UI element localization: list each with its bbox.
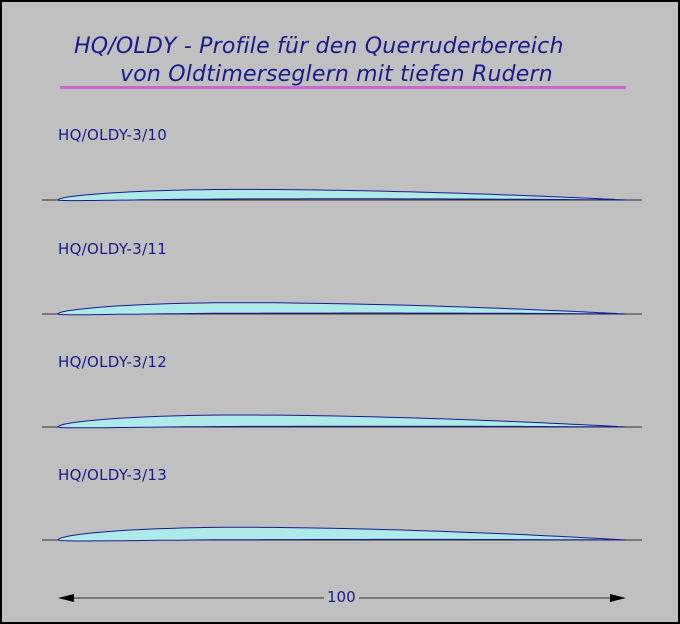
airfoil-shape-3-10 (57, 188, 626, 202)
title-line-1: HQ/OLDY - Profile für den Querruderberei… (74, 34, 564, 59)
airfoil-shape-3-11 (57, 302, 626, 316)
profile-label-3-13: HQ/OLDY-3/13 (58, 466, 168, 484)
profile-label-3-11: HQ/OLDY-3/11 (58, 240, 168, 258)
profile-label-3-10: HQ/OLDY-3/10 (58, 126, 168, 144)
airfoil-shape-3-12 (57, 414, 626, 429)
airfoil-shape-3-13 (57, 526, 626, 542)
title-line-2: von Oldtimerseglern mit tiefen Rudern (120, 62, 553, 87)
profile-label-3-12: HQ/OLDY-3/12 (58, 353, 168, 371)
arrow-right-icon (610, 594, 626, 602)
chord-dimension-label: 100 (324, 588, 359, 606)
arrow-left-icon (58, 594, 74, 602)
title-underline (60, 86, 626, 89)
